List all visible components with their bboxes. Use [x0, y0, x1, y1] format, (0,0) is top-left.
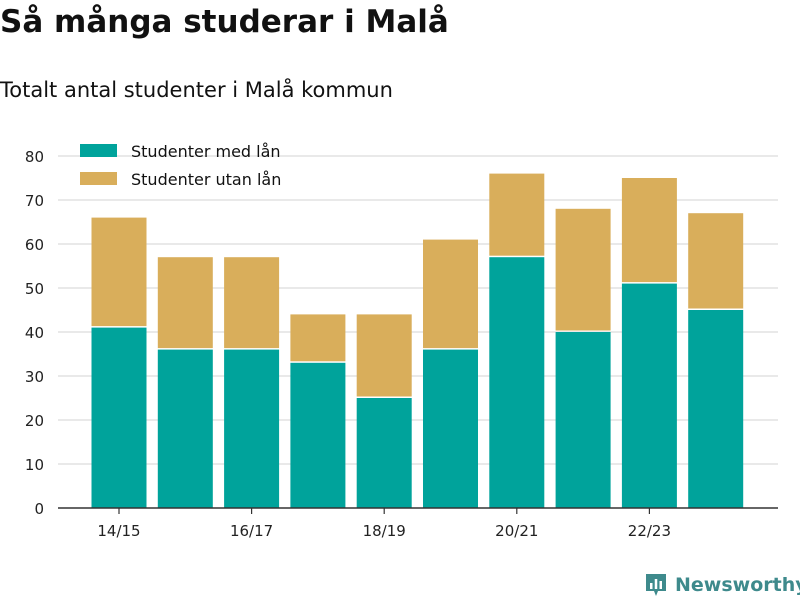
bar-studenter-med-lan	[157, 349, 213, 508]
brand-logo: Newsworthy	[645, 570, 800, 600]
bar-studenter-utan-lan	[489, 173, 545, 256]
bar-studenter-utan-lan	[224, 257, 280, 349]
bars	[91, 173, 744, 508]
legend-swatch	[80, 172, 117, 185]
legend: Studenter med lån Studenter utan lån	[80, 142, 281, 189]
bar-studenter-med-lan	[290, 362, 346, 508]
y-tick-label: 60	[25, 236, 44, 254]
bar-studenter-med-lan	[91, 327, 147, 508]
legend-label: Studenter med lån	[131, 142, 281, 161]
bar-studenter-med-lan	[621, 283, 677, 508]
bar-studenter-utan-lan	[91, 217, 147, 327]
bar-studenter-utan-lan	[356, 314, 412, 397]
bar-studenter-utan-lan	[290, 314, 346, 362]
brand-name: Newsworthy	[675, 574, 800, 596]
y-tick-label: 10	[25, 456, 44, 474]
chart-subtitle: Totalt antal studenter i Malå kommun	[0, 78, 393, 102]
legend-swatch	[80, 144, 117, 157]
bar-studenter-med-lan	[423, 349, 478, 508]
y-tick-label: 50	[25, 280, 44, 298]
x-tick-label: 16/17	[230, 522, 273, 540]
x-tick-label: 14/15	[97, 522, 140, 540]
bar-studenter-med-lan	[224, 349, 280, 508]
bar-studenter-utan-lan	[423, 239, 478, 349]
x-tick-label: 20/21	[495, 522, 538, 540]
y-axis: 0 10 20 30 40 50 60 70 80	[25, 148, 44, 518]
bar-studenter-med-lan	[555, 332, 611, 508]
bar-studenter-med-lan	[489, 257, 545, 508]
y-tick-label: 30	[25, 368, 44, 386]
bar-studenter-med-lan	[688, 310, 744, 508]
y-tick-label: 0	[34, 500, 44, 518]
bar-studenter-utan-lan	[157, 257, 213, 349]
bar-studenter-utan-lan	[555, 208, 611, 331]
x-tick-label: 18/19	[363, 522, 406, 540]
y-tick-label: 70	[25, 192, 44, 210]
legend-label: Studenter utan lån	[131, 170, 281, 189]
x-axis: 14/15 16/17 18/19 20/21 22/23	[58, 507, 778, 540]
bar-chart-icon	[646, 574, 666, 596]
y-tick-label: 80	[25, 148, 44, 166]
y-tick-label: 20	[25, 412, 44, 430]
chart-title: Så många studerar i Malå	[0, 4, 449, 40]
x-tick-label: 22/23	[628, 522, 671, 540]
bar-studenter-utan-lan	[621, 178, 677, 283]
bar-studenter-utan-lan	[688, 213, 744, 309]
bar-studenter-med-lan	[356, 398, 412, 508]
y-tick-label: 40	[25, 324, 44, 342]
